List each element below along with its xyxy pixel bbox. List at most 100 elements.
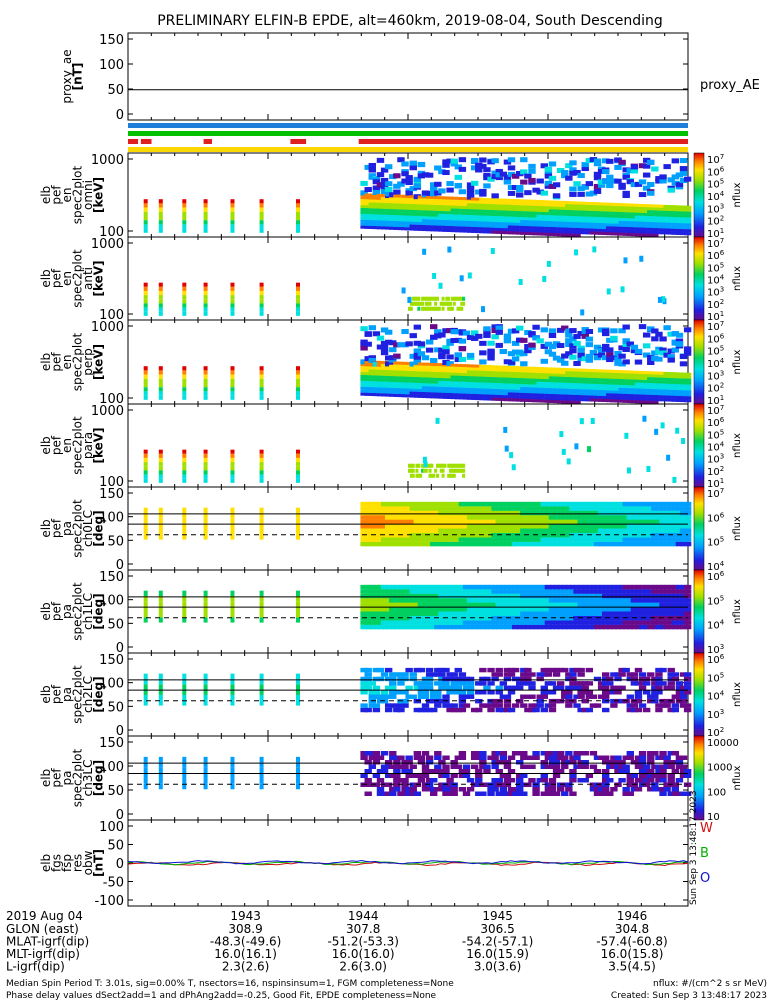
- omni-ylabel-line: [keV]: [91, 177, 105, 213]
- para-cell: [159, 479, 163, 483]
- perp-cell: [655, 357, 662, 362]
- perp-cell: [639, 324, 646, 329]
- exponent: 7: [720, 153, 724, 161]
- omni-cell: [369, 163, 376, 168]
- para-cell: [204, 454, 208, 458]
- para-cell: [417, 464, 420, 468]
- anti-cell: [421, 302, 424, 306]
- anti-cell: [144, 299, 148, 303]
- omni-cell: [684, 212, 691, 215]
- anti-cell: [159, 308, 163, 312]
- proxy_ae-frame: [128, 33, 688, 120]
- omni-colorbar-tick: 103: [707, 202, 724, 215]
- anti-colorbar: [694, 237, 704, 320]
- omni-cell: [680, 171, 687, 176]
- perp-cell: [475, 334, 482, 339]
- perp-cell: [204, 387, 208, 391]
- perp-cell: [414, 325, 421, 330]
- omni-cell: [182, 229, 186, 233]
- anti-cell: [607, 288, 611, 294]
- para-cell: [419, 474, 422, 478]
- ch0LC-cell: [684, 524, 691, 528]
- ch1LC-cell: [159, 591, 163, 596]
- anti-cell: [159, 291, 163, 295]
- anti-cell: [462, 302, 465, 306]
- omni-cell: [438, 188, 445, 193]
- perp-cell: [467, 353, 474, 358]
- para-cell: [204, 458, 208, 462]
- ch1LC-colorbar-label: nflux: [732, 599, 743, 624]
- omni-cell: [260, 216, 264, 220]
- omni-cell: [296, 229, 300, 233]
- para-cell: [159, 475, 163, 479]
- anti-cell: [230, 299, 234, 303]
- ch1LC-cell: [144, 612, 148, 617]
- perp-cell: [405, 341, 412, 346]
- anti-cell: [182, 312, 186, 316]
- perp-colorbar-tick: 104: [707, 357, 725, 370]
- perp-cell: [635, 349, 642, 354]
- perp-cell: [296, 375, 300, 379]
- exponent: 6: [720, 165, 725, 173]
- omni-cell: [680, 166, 687, 171]
- anti-tick-label: 1000: [91, 237, 124, 252]
- perp-cell: [446, 354, 453, 359]
- anti-cell: [204, 283, 208, 287]
- perp-cell: [260, 379, 264, 383]
- para-cell: [296, 475, 300, 479]
- ch0LC-cell: [182, 529, 186, 534]
- para-cell: [436, 418, 440, 424]
- perp-cell: [418, 341, 425, 346]
- omni-cell: [296, 208, 300, 212]
- perp-colorbar-label: nflux: [732, 349, 743, 374]
- omni-cell: [528, 164, 535, 169]
- para-cell: [260, 479, 264, 483]
- anti-cell: [447, 247, 451, 253]
- para-cell: [260, 462, 264, 466]
- perp-cell: [455, 352, 462, 357]
- perp-cell: [430, 358, 437, 363]
- anti-cell: [159, 303, 163, 307]
- perp-colorbar-tick: 107: [707, 320, 724, 333]
- omni-cell: [182, 212, 186, 216]
- omni-cell: [260, 208, 264, 212]
- exponent: 2: [720, 298, 724, 306]
- perp-cell: [296, 366, 300, 370]
- omni-cell: [159, 212, 163, 216]
- omni-cell: [401, 161, 408, 166]
- omni-cell: [204, 203, 208, 207]
- para-cell: [642, 416, 646, 422]
- perp-cell: [182, 391, 186, 395]
- anti-cell: [144, 291, 148, 295]
- anti-cell: [410, 307, 413, 311]
- para-colorbar: [694, 404, 704, 487]
- omni-cell: [230, 203, 234, 207]
- omni-cell: [606, 159, 613, 164]
- para-cell: [182, 470, 186, 474]
- perp-cell: [204, 366, 208, 370]
- exponent: 3: [720, 453, 724, 461]
- omni-cell: [504, 180, 511, 185]
- para-cell: [159, 462, 163, 466]
- anti-cell: [230, 295, 234, 299]
- ch0LC-cell: [684, 506, 691, 510]
- anti-cell: [436, 297, 439, 301]
- para-cell: [182, 466, 186, 470]
- para-cell: [627, 467, 631, 473]
- anti-cell: [260, 291, 264, 295]
- anti-cell: [230, 308, 234, 312]
- perp-cell: [442, 349, 449, 354]
- perp-cell: [516, 326, 523, 331]
- perp-cell: [573, 361, 580, 366]
- anti-colorbar-tick: 103: [707, 286, 724, 299]
- perp-cell: [204, 379, 208, 383]
- exponent: 7: [720, 487, 724, 495]
- omni-cell: [204, 229, 208, 233]
- omni-cell: [553, 193, 560, 198]
- para-cell: [462, 469, 465, 473]
- anti-cell: [182, 299, 186, 303]
- omni-cell: [602, 169, 609, 174]
- perp-cell: [549, 328, 556, 333]
- exponent: 6: [720, 570, 725, 578]
- omni-cell: [577, 173, 584, 178]
